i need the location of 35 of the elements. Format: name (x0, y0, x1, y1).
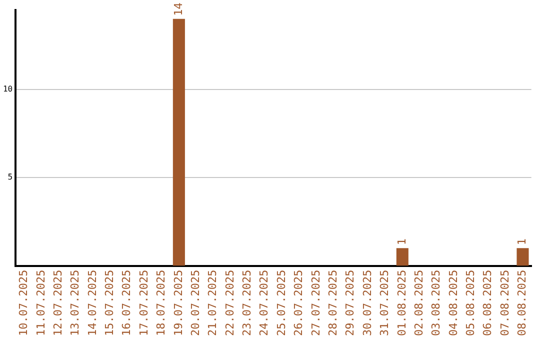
x-tick-label: 21.07.2025 (206, 270, 220, 336)
x-tick-label: 04.08.2025 (446, 270, 460, 336)
x-tick-label: 28.07.2025 (326, 270, 340, 336)
x-tick-label: 30.07.2025 (360, 270, 374, 336)
x-tick-label: 05.08.2025 (464, 270, 478, 336)
x-tick-label: 17.07.2025 (137, 270, 150, 336)
y-tick-label: 5 (8, 172, 13, 182)
x-tick-label: 29.07.2025 (344, 270, 357, 336)
x-tick-label: 12.07.2025 (51, 270, 64, 336)
y-tick-label: 10 (2, 84, 13, 94)
data-label: 14 (172, 2, 185, 16)
x-tick-label: 26.07.2025 (292, 270, 306, 336)
data-label: 1 (395, 238, 408, 246)
x-tick-label: 01.08.2025 (395, 270, 408, 336)
x-tick-label: 10.07.2025 (17, 270, 30, 336)
x-tick-label: 15.07.2025 (103, 270, 116, 336)
data-label: 1 (516, 238, 529, 246)
x-tick-label: 11.07.2025 (34, 270, 48, 336)
x-tick-label: 31.07.2025 (378, 270, 392, 336)
x-tick-label: 24.07.2025 (258, 270, 271, 336)
x-tick-label: 14.07.2025 (86, 270, 99, 336)
x-tick-label: 13.07.2025 (68, 270, 82, 336)
x-tick-label: 23.07.2025 (240, 270, 254, 336)
x-tick-label: 16.07.2025 (120, 270, 134, 336)
x-tick-label: 02.08.2025 (412, 270, 426, 336)
x-tick-label: 25.07.2025 (274, 270, 288, 336)
x-tick-label: 03.08.2025 (430, 270, 443, 336)
x-tick-label: 27.07.2025 (309, 270, 322, 336)
x-tick-label: 18.07.2025 (154, 270, 168, 336)
x-tick-label: 20.07.2025 (188, 270, 202, 336)
x-tick-label: 08.08.2025 (516, 270, 529, 336)
x-tick-label: 06.08.2025 (481, 270, 494, 336)
x-tick-label: 19.07.2025 (172, 270, 185, 336)
x-tick-label: 22.07.2025 (223, 270, 236, 336)
x-tick-label: 07.08.2025 (498, 270, 512, 336)
